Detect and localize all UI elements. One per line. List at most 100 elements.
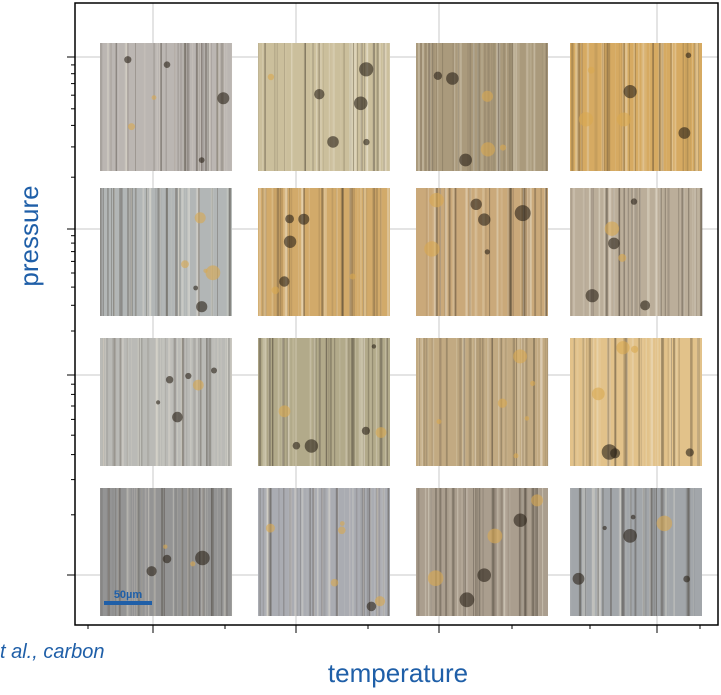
- scratch: [421, 338, 423, 466]
- scratch: [432, 338, 435, 466]
- scratch: [541, 43, 543, 171]
- scratch: [278, 488, 280, 616]
- scratch: [525, 188, 528, 316]
- scratch: [355, 488, 358, 616]
- scratch: [228, 188, 230, 316]
- scratch: [695, 188, 698, 316]
- scratch: [680, 188, 683, 316]
- scratch: [231, 43, 233, 171]
- scratch: [570, 488, 572, 616]
- scratch: [463, 488, 465, 616]
- scratch: [206, 338, 209, 466]
- scratch: [268, 338, 271, 466]
- scratch: [225, 488, 227, 616]
- scratch: [503, 43, 504, 171]
- scratch: [106, 338, 109, 466]
- micrograph: [258, 338, 390, 466]
- scratch: [231, 488, 234, 616]
- scratch: [647, 188, 649, 316]
- scratch: [456, 338, 458, 466]
- scratch: [306, 488, 308, 616]
- micrograph: [100, 43, 233, 171]
- scratch: [343, 43, 345, 171]
- scratch: [362, 488, 365, 616]
- scratch: [365, 188, 366, 316]
- scratch: [642, 338, 644, 466]
- scratch: [282, 338, 284, 466]
- scratch: [505, 488, 508, 616]
- scratch: [389, 43, 390, 171]
- scratch: [469, 43, 472, 171]
- scratch: [146, 188, 148, 316]
- scratch: [601, 43, 604, 171]
- scratch: [508, 488, 511, 616]
- scratch: [185, 43, 186, 171]
- scratch: [474, 188, 476, 316]
- scratch: [631, 338, 634, 466]
- scratch: [131, 338, 132, 466]
- scratch: [259, 488, 261, 616]
- scratch: [201, 43, 203, 171]
- scratch: [608, 338, 611, 466]
- scratch: [311, 43, 314, 171]
- scratch: [142, 188, 145, 316]
- scratch: [599, 488, 601, 616]
- scratch: [327, 338, 330, 466]
- scratch: [217, 488, 218, 616]
- scratch: [476, 338, 479, 466]
- scratch: [442, 43, 444, 171]
- scratch: [439, 338, 442, 466]
- scratch: [221, 488, 223, 616]
- scratch: [379, 338, 381, 466]
- scratch: [349, 188, 352, 316]
- scratch: [534, 188, 537, 316]
- scratch: [460, 43, 462, 171]
- scratch: [502, 488, 504, 616]
- scratch: [668, 488, 670, 616]
- scratch: [316, 488, 319, 616]
- scratch: [660, 488, 663, 616]
- spot: [513, 513, 527, 527]
- scratch: [192, 43, 193, 171]
- scratch: [130, 188, 133, 316]
- scratch: [432, 43, 433, 171]
- scratch: [382, 43, 385, 171]
- scratch: [115, 488, 116, 616]
- scratch: [176, 488, 178, 616]
- scratch: [110, 43, 111, 171]
- scratch: [197, 188, 199, 316]
- scratch: [427, 43, 429, 171]
- spot: [353, 96, 368, 111]
- scratch: [662, 338, 665, 466]
- scratch: [159, 188, 161, 316]
- scratch: [529, 43, 532, 171]
- scratch: [163, 338, 165, 466]
- micrograph-base: [258, 338, 390, 466]
- scratch: [228, 188, 231, 316]
- scratch: [540, 338, 543, 466]
- scratch: [149, 188, 151, 316]
- scratch: [216, 43, 218, 171]
- scratch: [262, 188, 265, 316]
- scratch: [512, 338, 515, 466]
- scratch: [596, 488, 599, 616]
- scratch: [266, 488, 269, 616]
- spot: [151, 95, 157, 100]
- scratch: [525, 43, 527, 171]
- scratch: [197, 188, 200, 316]
- scratch: [587, 43, 589, 171]
- spot: [427, 570, 444, 586]
- scratch: [693, 488, 695, 616]
- scratch: [462, 338, 464, 466]
- scratch: [608, 188, 611, 316]
- scratch: [149, 188, 152, 316]
- scratch: [115, 338, 117, 466]
- scratch: [351, 43, 354, 171]
- scratch: [509, 188, 512, 316]
- scratch: [210, 43, 212, 171]
- spot: [185, 372, 192, 380]
- scratch: [360, 338, 363, 466]
- scratch: [345, 338, 348, 466]
- scratch: [281, 188, 283, 316]
- micrograph: [416, 43, 548, 171]
